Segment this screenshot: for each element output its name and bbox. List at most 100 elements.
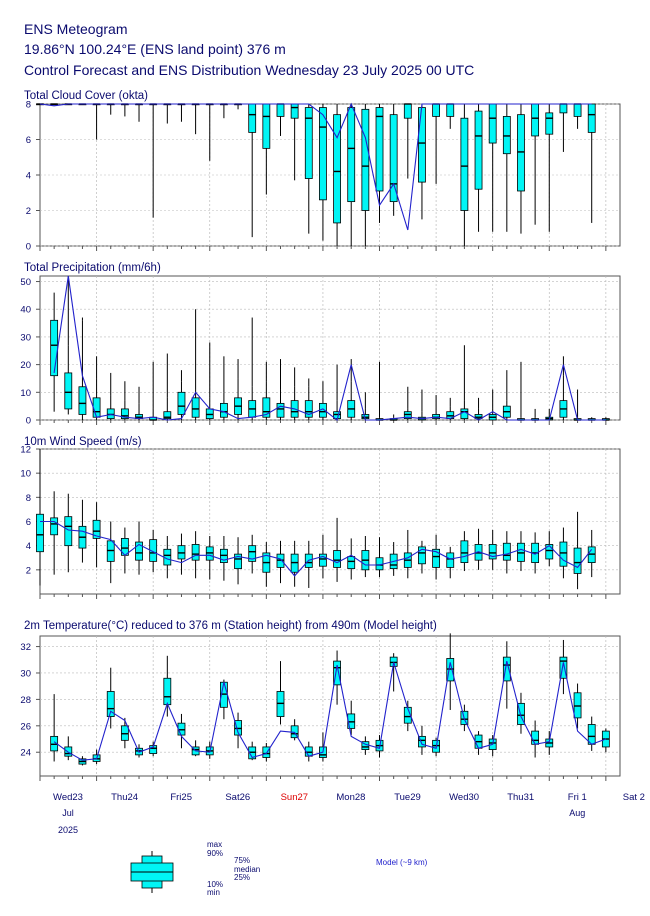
box — [106, 691, 115, 717]
y-tick-label: 8 — [26, 100, 31, 111]
day-label: Tue29 — [394, 792, 421, 803]
panel-title: 10m Wind Speed (m/s) — [24, 436, 142, 448]
y-tick-label: 4 — [26, 541, 31, 552]
box — [304, 107, 313, 179]
y-tick-label: 30 — [20, 332, 31, 343]
box — [531, 103, 540, 137]
y-tick-label: 30 — [20, 668, 31, 679]
panel-frame — [39, 635, 621, 777]
y-tick-label: 0 — [26, 416, 31, 427]
legend-10: 10% — [207, 880, 223, 889]
box — [559, 656, 568, 679]
box — [403, 103, 412, 119]
box — [262, 746, 271, 758]
box — [262, 397, 271, 418]
box — [460, 540, 469, 563]
box — [559, 541, 568, 567]
box — [361, 108, 370, 211]
box — [418, 107, 426, 183]
box — [234, 553, 242, 570]
box — [191, 397, 200, 418]
box — [474, 110, 483, 190]
day-label: Thu24 — [111, 792, 138, 803]
day-label: Wed23 — [53, 792, 83, 803]
legend-model: Model (~9 km) — [376, 858, 428, 867]
day-label: Sat 2 — [623, 792, 645, 803]
box — [460, 117, 469, 211]
box — [163, 677, 172, 706]
box — [587, 103, 596, 133]
box — [120, 408, 129, 420]
y-tick-label: 6 — [26, 517, 31, 528]
box — [36, 513, 44, 553]
box — [333, 114, 341, 224]
day-label: Sun27 — [281, 792, 308, 803]
model-line — [53, 275, 606, 421]
box — [177, 391, 186, 415]
box — [531, 730, 540, 745]
y-tick-label: 8 — [26, 493, 31, 504]
box — [64, 372, 73, 410]
box — [220, 402, 228, 418]
y-tick-label: 26 — [20, 721, 31, 732]
panel-frame — [39, 275, 621, 421]
box — [276, 402, 285, 418]
box — [276, 103, 285, 117]
box — [446, 552, 455, 568]
day-label: Thu31 — [507, 792, 534, 803]
y-tick-label: 20 — [20, 360, 31, 371]
box — [375, 557, 384, 571]
box — [502, 116, 511, 155]
y-tick-label: 0 — [26, 242, 31, 253]
y-tick-label: 32 — [20, 642, 31, 653]
box — [488, 103, 497, 144]
box — [517, 702, 525, 725]
y-tick-label: 4 — [26, 171, 31, 182]
forecast-line: Control Forecast and ENS Distribution We… — [24, 62, 475, 78]
legend-median-label: median — [234, 865, 260, 874]
y-tick-label: 40 — [20, 305, 31, 316]
box — [573, 103, 582, 117]
box — [92, 519, 101, 539]
box — [290, 103, 299, 119]
box — [78, 386, 87, 415]
y-tick-label: 24 — [20, 748, 31, 759]
day-label: Mon28 — [336, 792, 365, 803]
box — [559, 103, 568, 114]
box — [319, 553, 327, 567]
y-tick-label: 10 — [20, 469, 31, 480]
box — [502, 656, 511, 682]
box — [375, 107, 384, 192]
panel-title: Total Precipitation (mm/6h) — [24, 262, 161, 274]
location-line: 19.86°N 100.24°E (ENS land point) 376 m — [24, 41, 286, 57]
box — [432, 548, 440, 568]
panel-title: 2m Temperature(°C) reduced to 376 m (Sta… — [24, 620, 437, 632]
y-tick-label: 2 — [26, 206, 31, 217]
meteogram-title: ENS Meteogram — [24, 21, 128, 37]
box — [545, 544, 554, 560]
box — [163, 411, 172, 420]
model-line — [53, 660, 607, 761]
box — [50, 319, 59, 377]
box — [64, 516, 73, 547]
y-tick-label: 10 — [20, 388, 31, 399]
y-tick-label: 28 — [20, 695, 31, 706]
box — [488, 544, 497, 560]
box — [389, 114, 398, 203]
box — [262, 103, 271, 149]
day-label: Fri25 — [170, 792, 192, 803]
legend-min: min — [207, 888, 220, 897]
box — [347, 556, 356, 570]
box — [304, 400, 313, 418]
box — [333, 660, 341, 686]
box — [50, 517, 59, 536]
box — [347, 107, 356, 203]
model-line — [40, 520, 593, 577]
box — [432, 103, 440, 117]
box — [135, 541, 143, 561]
box — [248, 103, 257, 133]
box — [517, 114, 525, 192]
box — [446, 103, 455, 117]
box — [502, 542, 511, 561]
